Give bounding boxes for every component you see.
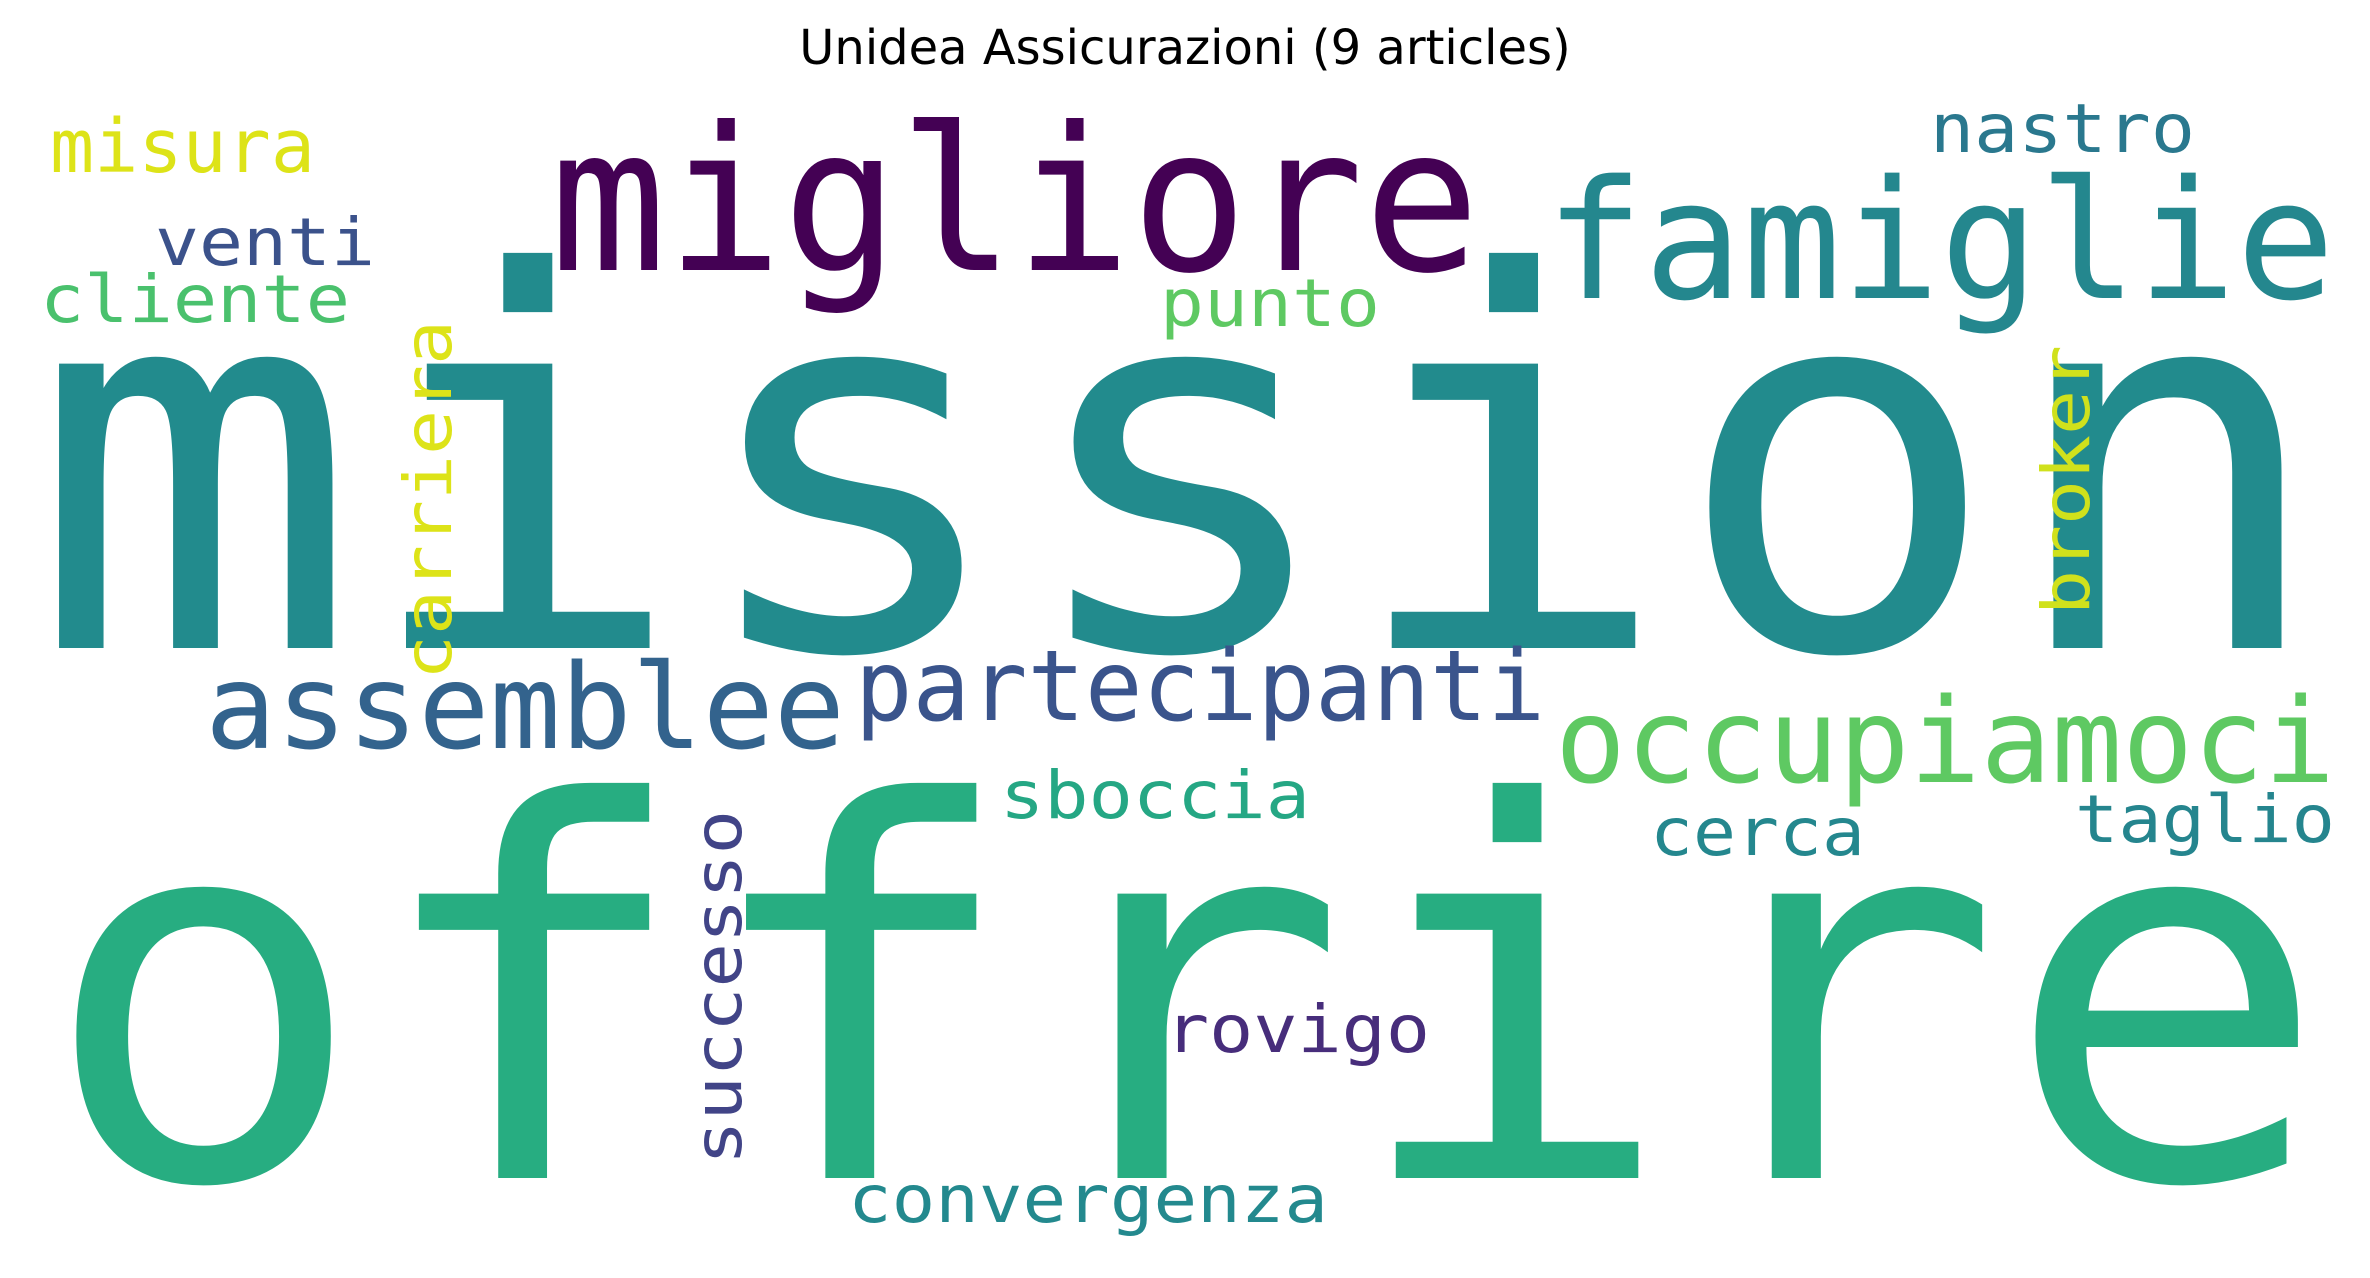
word-famiglie: famiglie bbox=[1545, 145, 2335, 337]
word-partecipanti: partecipanti bbox=[855, 630, 1545, 744]
word-cliente: cliente bbox=[40, 261, 350, 338]
word-misura: misura bbox=[50, 104, 315, 190]
word-carriera: carriera bbox=[390, 320, 467, 680]
word-assemblee: assemblee bbox=[205, 638, 845, 776]
word-offrire: offrire bbox=[40, 695, 2330, 1278]
word-cerca: cerca bbox=[1650, 794, 1865, 871]
word-punto: punto bbox=[1160, 265, 1380, 342]
word-mission: mission bbox=[30, 165, 2330, 771]
word-broker: broker bbox=[2028, 345, 2105, 615]
word-nastro: nastro bbox=[1930, 90, 2195, 169]
word-migliore: migliore bbox=[550, 85, 1480, 318]
word-convergenza: convergenza bbox=[848, 1161, 1328, 1238]
word-occupiamoci: occupiamoci bbox=[1555, 672, 2335, 810]
word-sboccia: sboccia bbox=[1000, 757, 1310, 834]
chart-title: Unidea Assicurazioni (9 articles) bbox=[799, 20, 1570, 76]
word-rovigo: rovigo bbox=[1165, 991, 1430, 1068]
word-taglio: taglio bbox=[2075, 781, 2335, 858]
word-venti: venti bbox=[155, 204, 375, 281]
word-successo: successo bbox=[680, 810, 757, 1165]
